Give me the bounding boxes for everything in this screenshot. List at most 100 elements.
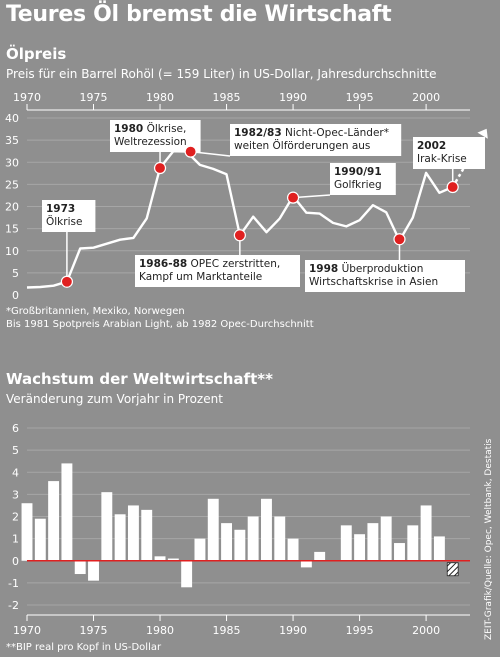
growth-section-title: Wachstum der Weltwirtschaft** (6, 370, 273, 388)
growth-bar (127, 505, 139, 561)
oil-y-tick-label: 5 (12, 267, 19, 280)
growth-bar (274, 516, 286, 561)
growth-y-tick-label: -2 (8, 599, 19, 612)
growth-y-tick-label: 1 (12, 533, 19, 546)
oil-annotation-year: 1990/91 (334, 166, 382, 178)
oil-annotation-text: 1986-88 OPEC zerstritten, Kampf um Markta… (139, 258, 280, 283)
growth-bar (367, 523, 379, 561)
oil-annotation-year: 1986-88 (139, 258, 187, 270)
oil-footnote-line-2: Bis 1981 Spotpreis Arabian Light, ab 198… (6, 319, 314, 330)
growth-bar (300, 560, 312, 568)
growth-footnote: **BIP real pro Kopf in US-Dollar (6, 642, 162, 653)
oil-event-marker (446, 180, 459, 194)
oil-event-marker (393, 233, 406, 246)
growth-x-tick-label: 1980 (146, 624, 174, 637)
oil-annotation: 1990/91 Golfkrieg (293, 163, 396, 199)
oil-x-tick-label: 2000 (412, 91, 440, 104)
oil-annotation-box (305, 260, 465, 292)
oil-y-tick-label: 10 (5, 245, 19, 258)
oil-annotation: 2002 Irak-Krise (413, 137, 485, 188)
growth-bar (221, 523, 233, 561)
growth-bar (407, 525, 419, 561)
oil-annotation-connector (190, 150, 231, 157)
growth-section-subtitle: Veränderung zum Vorjahr in Prozent (6, 392, 223, 406)
oil-annotation-year: 1982/83 (234, 127, 282, 139)
oil-y-tick-label: 35 (5, 134, 19, 147)
growth-x-tick-label: 1995 (346, 624, 374, 637)
oil-trend-arrow-head (477, 128, 488, 139)
oil-y-tick-label: 30 (5, 156, 19, 169)
oil-event-marker (286, 191, 300, 204)
growth-bar (61, 463, 73, 561)
growth-bar (141, 509, 153, 561)
growth-bar (88, 560, 99, 581)
oil-annotation-line: Kampf um Marktanteile (139, 271, 262, 283)
growth-y-tick-label: 3 (12, 488, 19, 501)
oil-annotation-line: Ölkrise (46, 215, 82, 228)
oil-annotation-box (330, 163, 396, 195)
growth-bar (247, 516, 259, 561)
oil-annotation-year: 2002 (417, 140, 446, 152)
growth-x-tick-label: 1975 (80, 624, 108, 637)
oil-annotation-box (42, 200, 96, 232)
oil-annotation-text: 1990/91 Golfkrieg (334, 166, 382, 191)
oil-annotation-line: Weltrezession (114, 136, 187, 148)
oil-event-marker (60, 275, 74, 288)
growth-bar (354, 534, 366, 561)
oil-annotation-line: Irak-Krise (417, 153, 467, 165)
growth-bar (74, 560, 86, 575)
growth-bar (394, 543, 405, 561)
growth-bar (433, 536, 445, 561)
oil-annotation-line: Golfkrieg (334, 179, 382, 191)
oil-annotation-connector (293, 194, 331, 199)
oil-annotation-text: 1980 Ölkrise, Weltrezession (114, 122, 187, 148)
growth-bar (154, 556, 166, 561)
oil-annotation-text: 1982/83 Nicht-Opec-Länder* weiten Ölförde… (234, 127, 389, 152)
oil-annotation: 1986-88 OPEC zerstritten, Kampf um Markta… (135, 235, 300, 287)
growth-bar (48, 481, 60, 561)
growth-y-tick-label: 6 (12, 422, 19, 435)
oil-annotation-year: 1973 (46, 203, 75, 215)
growth-bar (194, 538, 206, 561)
growth-x-tick-label: 2000 (412, 624, 440, 637)
growth-bar (420, 505, 432, 561)
oil-x-tick-label: 1990 (279, 91, 307, 104)
oil-footnote: *Großbritannien, Mexiko, Norwegen Bis 19… (6, 305, 314, 331)
growth-bar (287, 538, 299, 561)
oil-x-tick-label: 1970 (13, 91, 41, 104)
oil-annotation: 1980 Ölkrise, Weltrezession (110, 120, 201, 169)
oil-y-tick-label: 15 (5, 223, 19, 236)
oil-annotation-year: 1980 (114, 123, 143, 135)
oil-section-subtitle: Preis für ein Barrel Rohöl (= 159 Liter)… (6, 67, 437, 81)
growth-bar (234, 529, 246, 561)
growth-bar (101, 492, 113, 561)
oil-annotation-box (230, 124, 402, 156)
oil-section-title: Ölpreis (6, 45, 67, 63)
oil-annotation-text: 2002 Irak-Krise (417, 140, 467, 165)
growth-x-tick-label: 1985 (213, 624, 241, 637)
growth-y-tick-label: 5 (12, 444, 19, 457)
oil-annotation-line: Ölkrise, (143, 122, 186, 135)
page-title: Teures Öl bremst die Wirtschaft (6, 2, 392, 27)
oil-annotation-line: Nicht-Opec-Länder* (282, 127, 389, 139)
growth-estimate-bar (446, 562, 459, 577)
oil-footnote-line-1: *Großbritannien, Mexiko, Norwegen (6, 306, 185, 317)
oil-x-tick-label: 1985 (213, 91, 241, 104)
oil-annotation-line: weiten Ölförderungen aus (234, 139, 370, 152)
oil-x-tick-label: 1995 (346, 91, 374, 104)
oil-annotation: 1998 Überproduktion Wirtschaftskrise in A… (305, 239, 465, 292)
growth-y-tick-label: 4 (12, 466, 19, 479)
growth-bar (261, 498, 272, 561)
oil-annotation-box (110, 120, 201, 152)
growth-bar (114, 514, 126, 561)
growth-bar (380, 516, 392, 561)
growth-bar (314, 551, 326, 561)
growth-bar (340, 525, 352, 561)
growth-bar (21, 503, 33, 561)
oil-y-tick-label: 0 (12, 289, 19, 302)
growth-y-tick-label: 2 (12, 511, 19, 524)
growth-y-tick-label: -1 (8, 577, 19, 590)
growth-y-tick-label: 0 (12, 555, 19, 568)
oil-y-tick-label: 40 (5, 112, 19, 125)
